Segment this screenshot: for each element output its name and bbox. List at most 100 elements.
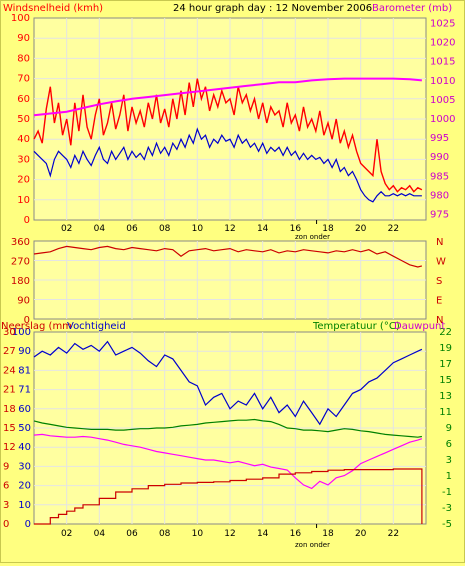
humidity-y-tick-label: 90	[18, 346, 31, 357]
humidity-y-tick-label: 20	[18, 481, 31, 492]
rain-y-tick-label: 12	[3, 442, 16, 453]
humidity-y-tick-label: 10	[18, 500, 31, 511]
wind-x-tick-label: 06	[126, 224, 138, 234]
wind-sunset-label: zon onder	[295, 233, 330, 241]
barometer-y-tick-label: 1025	[430, 19, 455, 30]
wind-y-tick-label: 50	[17, 114, 30, 125]
wind-x-tick-label: 10	[192, 224, 204, 234]
wind-y-tick-label: 90	[17, 33, 30, 44]
barometer-y-tick-label: 995	[430, 133, 449, 144]
barometer-y-tick-label: 975	[430, 210, 449, 221]
barometer-y-tick-label: 1000	[430, 114, 455, 125]
wind-y-tick-label: 20	[17, 175, 30, 186]
direction-y-tick-label: 360	[11, 237, 30, 248]
bottom-sunset-label: zon onder	[295, 541, 330, 549]
temperature-series-line	[33, 418, 423, 438]
humidity-y-tick-label: 71	[18, 385, 31, 396]
humidity-y-tick-label: 100	[12, 327, 31, 338]
wind-direction-line	[33, 245, 423, 268]
temperature-y-tick-label: 1	[446, 471, 452, 482]
barometer-y-tick-label: 1015	[430, 57, 455, 68]
dewpoint-series-line	[33, 433, 423, 490]
rain-y-tick-label: 3	[3, 500, 9, 511]
bottom-x-tick-label: 22	[388, 529, 399, 539]
rain-y-tick-label: 9	[3, 461, 9, 472]
temperature-y-tick-label: 3	[446, 455, 452, 466]
bottom-x-tick-label: 16	[290, 529, 302, 539]
wind-x-tick-label: 22	[388, 224, 399, 234]
compass-label: S	[436, 276, 442, 287]
rain-series-line	[34, 468, 423, 525]
compass-label: W	[436, 257, 446, 268]
wind-y-tick-label: 80	[17, 53, 30, 64]
bottom-x-tick-label: 08	[159, 529, 171, 539]
barometer-y-tick-label: 1010	[430, 76, 455, 87]
rain-y-tick-label: 0	[3, 519, 9, 530]
temperature-y-tick-label: -1	[442, 487, 452, 498]
wind-axis-title: Windsnelheid (kmh)	[3, 3, 103, 14]
bottom-x-tick-label: 14	[257, 529, 269, 539]
wind-x-tick-label: 08	[159, 224, 171, 234]
temperature-y-tick-label: 17	[439, 359, 452, 370]
humidity-y-tick-label: 40	[18, 442, 31, 453]
barometer-series-line	[33, 77, 422, 117]
bottom-x-tick-label: 02	[61, 529, 72, 539]
wind-x-tick-label: 14	[257, 224, 269, 234]
barometer-y-tick-label: 1020	[430, 38, 455, 49]
humidity-y-tick-label: 81	[18, 365, 31, 376]
wind-y-tick-label: 100	[11, 13, 30, 24]
humidity-y-tick-label: 0	[25, 519, 31, 530]
bottom-x-axis-labels: 02 04 06 08 10 12 14 16 18 20 22	[61, 529, 399, 539]
wind-y-tick-label: 10	[17, 195, 30, 206]
wind-x-tick-label: 20	[355, 224, 367, 234]
humidity-series-line	[33, 340, 423, 426]
compass-label: N	[436, 237, 443, 248]
rain-y-tick-label: 30	[3, 327, 16, 338]
rain-y-tick-label: 27	[3, 346, 16, 357]
bottom-x-tick-label: 10	[192, 529, 204, 539]
bottom-x-tick-label: 20	[355, 529, 367, 539]
rain-axis-title: Neerslag (mm	[1, 321, 72, 332]
wind-x-tick-label: 02	[61, 224, 72, 234]
temperature-axis-title: Temperatuur (°C)	[312, 321, 400, 332]
wind-x-tick-label: 12	[224, 224, 235, 234]
temperature-y-tick-label: -5	[442, 519, 452, 530]
temperature-y-tick-label: 6	[446, 439, 452, 450]
wind-y-tick-label: 60	[17, 94, 30, 105]
bottom-x-tick-label: 12	[224, 529, 235, 539]
direction-y-tick-label: 0	[24, 315, 30, 326]
bottom-x-tick-label: 04	[94, 529, 106, 539]
temperature-y-tick-label: 22	[439, 327, 452, 338]
wind-x-tick-label: 16	[290, 224, 302, 234]
rain-y-tick-label: 15	[3, 423, 16, 434]
temperature-y-tick-label: -3	[442, 503, 452, 514]
barometer-y-tick-label: 980	[430, 190, 449, 201]
wind-y-tick-label: 40	[17, 134, 30, 145]
wind-y-tick-label: 0	[24, 215, 30, 226]
wind-y-tick-label: 70	[17, 74, 30, 85]
rain-y-tick-label: 21	[3, 385, 16, 396]
barometer-y-tick-label: 985	[430, 171, 449, 182]
humidity-y-tick-label: 60	[18, 404, 31, 415]
direction-y-tick-label: 270	[11, 257, 30, 268]
temperature-y-tick-label: 13	[439, 391, 452, 402]
compass-label: N	[436, 315, 443, 326]
wind-series-line	[33, 127, 422, 203]
bottom-x-tick-label: 06	[126, 529, 138, 539]
humidity-axis-title: Vochtigheid	[67, 321, 126, 332]
barometer-y-tick-label: 1005	[430, 95, 455, 106]
direction-y-tick-label: 180	[11, 276, 30, 287]
bottom-x-tick-label: 18	[322, 529, 334, 539]
rain-y-tick-label: 24	[3, 365, 16, 376]
compass-label: E	[436, 296, 442, 307]
rain-y-tick-label: 6	[3, 481, 9, 492]
wind-x-tick-label: 04	[94, 224, 106, 234]
wind-y-tick-label: 30	[17, 154, 30, 165]
temperature-y-tick-label: 15	[439, 375, 452, 386]
direction-y-tick-label: 90	[17, 296, 30, 307]
wind-x-tick-label: 18	[322, 224, 334, 234]
temperature-y-tick-label: 9	[446, 423, 452, 434]
temperature-y-tick-label: 19	[439, 343, 452, 354]
